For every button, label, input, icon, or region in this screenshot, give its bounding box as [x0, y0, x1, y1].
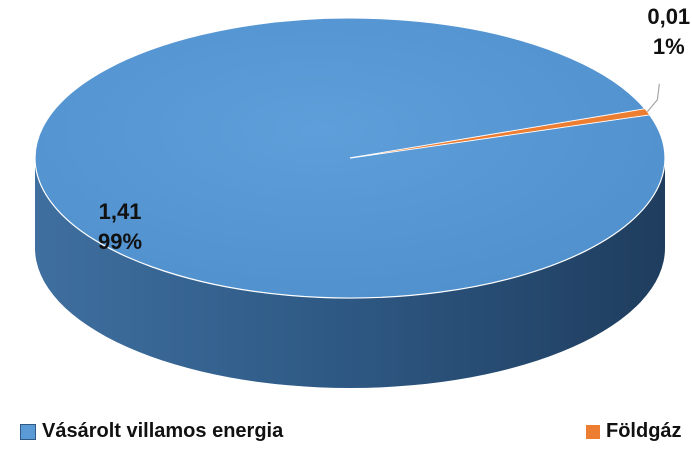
pie-plot-area: [34, 17, 666, 388]
legend-swatch: [586, 424, 600, 439]
legend: Vásárolt villamos energia Földgáz: [0, 420, 692, 456]
legend-item-vasarolt: Vásárolt villamos energia: [20, 420, 283, 443]
data-label-value: 1,41: [98, 199, 142, 224]
legend-swatch: [20, 423, 36, 440]
data-label-percent: 99%: [98, 229, 143, 254]
data-label-vasarolt: 1,41 99%: [98, 197, 142, 257]
data-label-foldgaz: 0,01 1%: [647, 2, 690, 62]
legend-label: Földgáz: [606, 420, 682, 442]
pie-side-wall: [35, 158, 665, 388]
legend-item-foldgaz: Földgáz: [586, 420, 682, 443]
data-label-value: 0,01: [647, 4, 691, 29]
data-label-percent: 1%: [652, 34, 685, 59]
legend-label: Vásárolt villamos energia: [42, 420, 284, 442]
leader-line: [646, 83, 660, 113]
